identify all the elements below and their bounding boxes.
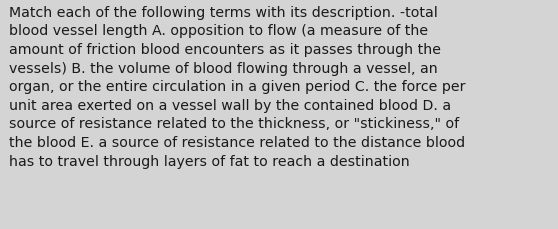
Text: Match each of the following terms with its description. -total
blood vessel leng: Match each of the following terms with i… — [9, 6, 466, 168]
